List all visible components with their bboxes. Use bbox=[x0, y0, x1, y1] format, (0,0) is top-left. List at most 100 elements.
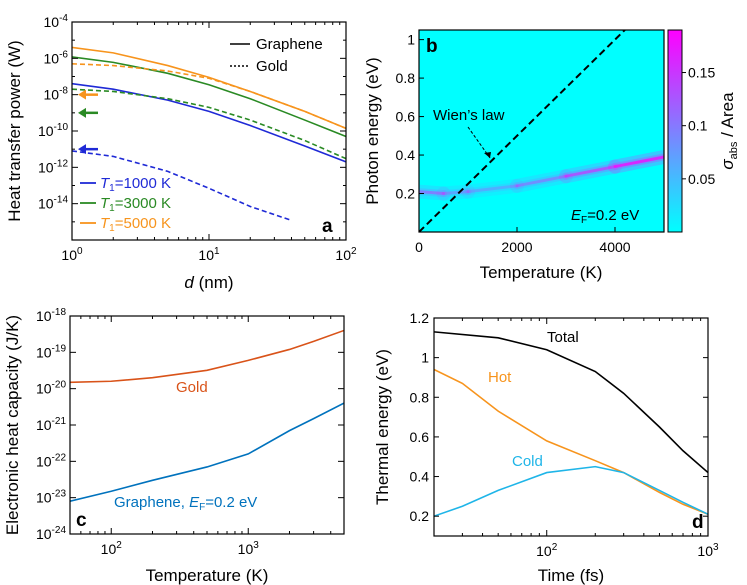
panel-a-y-tick-label: 10-14 bbox=[38, 195, 68, 212]
panel-a-series-1 bbox=[72, 56, 346, 138]
panel-b-x-tick-label: 0 bbox=[415, 239, 423, 255]
panel-b-frame bbox=[418, 29, 665, 233]
heatmap-ridge-core-0 bbox=[419, 190, 445, 196]
panel-a-arrow-head-0 bbox=[78, 89, 86, 100]
panel-c-y-tick-label: 10-19 bbox=[36, 343, 66, 360]
panel-b-x-tick-label: 4000 bbox=[599, 239, 630, 255]
panel-b-heatmap-background bbox=[419, 30, 664, 232]
heatmap-ridge-glow-4 bbox=[559, 159, 622, 184]
panel-a-arrows bbox=[78, 89, 98, 155]
panel-c-series-gold bbox=[70, 329, 344, 384]
panel-d-axes: 102 103 0.2 0.4 0.6 0.8 1 1.2 bbox=[410, 310, 719, 559]
gold-curve-label: Gold bbox=[176, 379, 208, 396]
panel-d-series-cold bbox=[434, 465, 708, 517]
panel-d-y-tick-label: 1.2 bbox=[410, 310, 430, 326]
cold-curve-label: Cold bbox=[512, 453, 543, 470]
heatmap-ridge-glow-1 bbox=[436, 184, 475, 201]
panel-b-y-tick-label: 0.4 bbox=[396, 147, 416, 163]
heatmap-ridge-core-5 bbox=[613, 155, 664, 169]
heatmap-ridge-mid-3 bbox=[513, 172, 570, 190]
panel-b-colorbar bbox=[667, 29, 683, 233]
panel-a: 100 101 102 10-4 10-6 10-8 10-10 10-12 10-14 Gra… bbox=[5, 13, 357, 292]
heatmap-ridge-mid-0 bbox=[419, 188, 447, 198]
colorbar-tick-label: 0.1 bbox=[688, 118, 708, 134]
graphene-curve-label: Graphene, EF=0.2 eV bbox=[114, 494, 257, 513]
panel-b-y-tick-label: 1 bbox=[407, 32, 415, 48]
wien-law-label: Wien’s law bbox=[433, 107, 505, 124]
panel-c-y-tick-label: 10-24 bbox=[36, 525, 66, 542]
panel-a-y-tick-label: 10-8 bbox=[44, 86, 69, 103]
panel-c: 102 103 10-24 10-23 10-22 10-21 10-20 10-19 10-1… bbox=[3, 307, 345, 585]
panel-a-x-label: d (nm) bbox=[184, 273, 233, 292]
panel-c-y-tick-label: 10-22 bbox=[36, 452, 66, 469]
total-curve-label: Total bbox=[547, 329, 579, 346]
panel-a-y-label: Heat transfer power (W) bbox=[5, 40, 24, 221]
panel-a-style-legend: Graphene Gold bbox=[230, 36, 323, 75]
panel-b-y-tick-label: 0.8 bbox=[396, 70, 416, 86]
panel-a-arrow-head-2 bbox=[78, 144, 86, 155]
panel-b-fermi-annotation: EF=0.2 eV bbox=[571, 207, 639, 226]
panel-a-series-4 bbox=[72, 88, 346, 160]
panel-d-y-tick-label: 0.6 bbox=[410, 429, 430, 445]
panel-a-axes: 100 101 102 10-4 10-6 10-8 10-10 10-12 10-14 bbox=[38, 13, 357, 263]
panel-a-temp-legend-label-2: T1=5000 K bbox=[100, 215, 171, 234]
panel-a-arrow-head-1 bbox=[78, 107, 86, 118]
panel-d-x-tick-label: 103 bbox=[697, 542, 719, 559]
heatmap-ridge-core-1 bbox=[442, 190, 470, 196]
heatmap-ridge-mid-4 bbox=[562, 163, 619, 180]
heatmap-ridge-glow-0 bbox=[419, 184, 451, 201]
panel-c-plot-area bbox=[70, 329, 344, 502]
wien-law-line bbox=[419, 30, 627, 232]
panel-c-y-tick-label: 10-23 bbox=[36, 489, 66, 506]
panel-a-y-tick-label: 10-10 bbox=[38, 122, 68, 139]
panel-b-x-label: Temperature (K) bbox=[480, 263, 603, 282]
heatmap-ridge-core-3 bbox=[515, 174, 568, 188]
panel-c-y-tick-label: 10-20 bbox=[36, 380, 66, 397]
legend-graphene-label: Graphene bbox=[256, 36, 323, 53]
panel-a-y-tick-label: 10-12 bbox=[38, 158, 68, 175]
panel-d-y-tick-label: 0.4 bbox=[410, 469, 430, 485]
panel-b-colorbar-ticks: 0.05 0.1 0.15 bbox=[682, 65, 715, 187]
panel-c-axes: 102 103 10-24 10-23 10-22 10-21 10-20 10-19 10-1… bbox=[36, 307, 345, 557]
panel-a-temperature-legend: T1=1000 KT1=3000 KT1=5000 K bbox=[80, 175, 171, 234]
panel-d-series-total bbox=[434, 331, 708, 474]
panel-a-plot-area bbox=[72, 46, 346, 222]
panel-c-letter: c bbox=[76, 510, 87, 531]
panel-a-x-tick-label: 100 bbox=[61, 246, 83, 263]
panel-a-temp-legend-label-1: T1=3000 K bbox=[100, 195, 171, 214]
panel-d-letter: d bbox=[692, 512, 704, 533]
panel-a-series-0 bbox=[72, 82, 346, 163]
panel-d-y-tick-label: 0.2 bbox=[410, 508, 430, 524]
panel-d-plot-area bbox=[434, 331, 708, 517]
colorbar-tick-label: 0.05 bbox=[688, 171, 715, 187]
panel-b-letter: b bbox=[426, 36, 438, 57]
panel-a-series-5 bbox=[72, 63, 346, 130]
panel-d-x-label: Time (fs) bbox=[538, 566, 604, 585]
panel-a-temp-legend-label-0: T1=1000 K bbox=[100, 175, 171, 194]
heatmap-ridge-mid-2 bbox=[464, 182, 521, 196]
panel-b-x-tick-label: 2000 bbox=[501, 239, 532, 255]
panel-a-series-3 bbox=[72, 150, 292, 222]
panel-b-heatmap bbox=[419, 30, 664, 232]
colorbar-tick-label: 0.15 bbox=[688, 65, 715, 81]
heatmap-ridge-glow-2 bbox=[461, 178, 524, 199]
panel-b-colorbar-label: σabs / Area bbox=[718, 92, 740, 170]
panel-d-frame bbox=[433, 317, 709, 537]
heatmap-ridge-mid-1 bbox=[440, 188, 472, 198]
panel-c-y-label: Electronic heat capacity (J/K) bbox=[3, 315, 22, 535]
panel-b: 0 2000 4000 0.2 0.4 0.6 0.8 1 0.05 0.1 0.15 σabs … bbox=[363, 29, 740, 282]
legend-gold-label: Gold bbox=[256, 58, 288, 75]
panel-c-x-tick-label: 102 bbox=[101, 540, 123, 557]
panel-a-x-tick-label: 102 bbox=[335, 246, 357, 263]
panel-c-x-tick-label: 103 bbox=[238, 540, 260, 557]
panel-a-y-tick-label: 10-4 bbox=[44, 13, 69, 30]
panel-b-y-label: Photon energy (eV) bbox=[363, 57, 382, 204]
panel-a-y-tick-label: 10-6 bbox=[44, 49, 69, 66]
hot-curve-label: Hot bbox=[488, 369, 512, 386]
panel-c-y-tick-label: 10-21 bbox=[36, 416, 66, 433]
panel-c-series-graphene bbox=[70, 402, 344, 502]
panel-a-series-2 bbox=[72, 46, 346, 130]
wien-law-pointer-head bbox=[484, 152, 491, 158]
panel-d-y-tick-label: 0.8 bbox=[410, 389, 430, 405]
